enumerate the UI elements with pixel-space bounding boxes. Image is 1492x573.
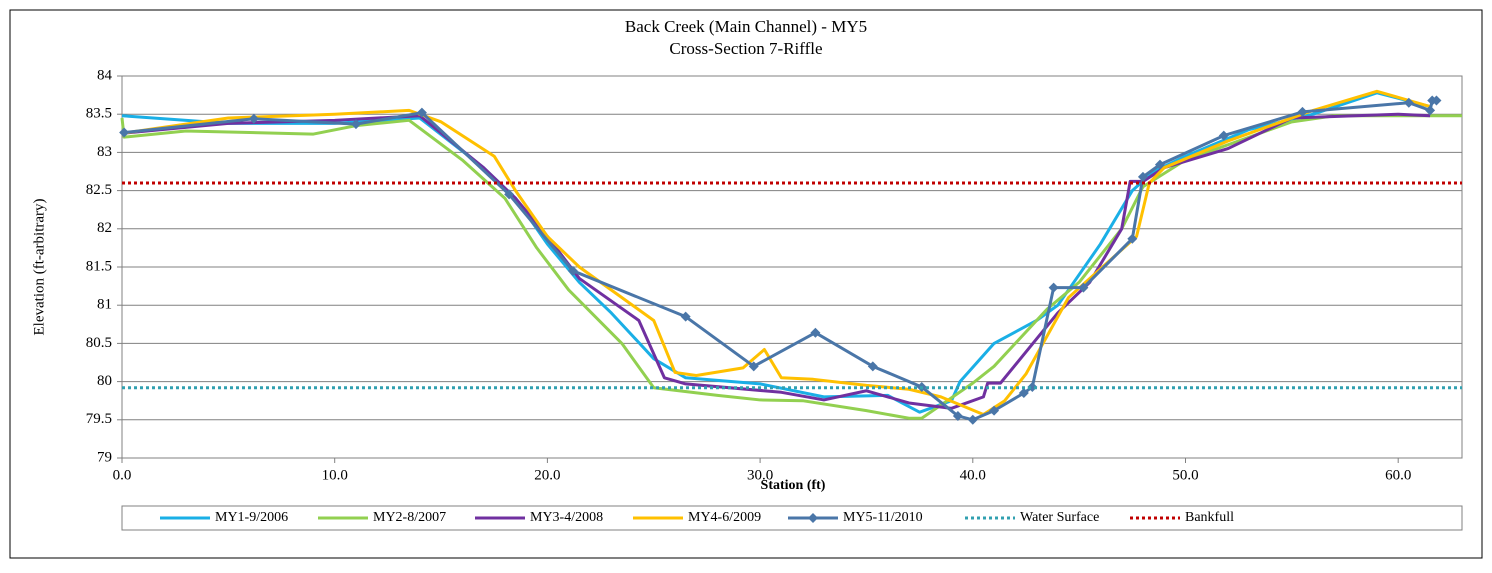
series-marker (1431, 95, 1442, 106)
y-tick-label: 84 (97, 67, 113, 83)
series-marker (1154, 159, 1165, 170)
series-marker (248, 113, 259, 124)
y-tick-label: 81.5 (86, 258, 112, 274)
y-tick-label: 82.5 (86, 182, 112, 198)
y-tick-label: 83 (97, 144, 112, 160)
x-tick-label: 20.0 (534, 467, 560, 483)
series-marker (1297, 106, 1308, 117)
chart-title: Back Creek (Main Channel) - MY5 (625, 17, 867, 36)
series-marker (416, 107, 427, 118)
series-marker (810, 327, 821, 338)
chart-subtitle: Cross-Section 7-Riffle (669, 39, 822, 58)
legend-marker (808, 513, 818, 523)
x-tick-label: 0.0 (113, 467, 132, 483)
y-tick-label: 80.5 (86, 335, 112, 351)
series-marker (1127, 233, 1138, 244)
legend-label: MY1-9/2006 (215, 510, 288, 525)
series-marker (1403, 97, 1414, 108)
series-marker (1137, 171, 1148, 182)
series-marker (967, 414, 978, 425)
series-marker (504, 189, 515, 200)
y-tick-label: 81 (97, 297, 112, 313)
y-tick-label: 83.5 (86, 106, 112, 122)
series-marker (952, 410, 963, 421)
legend-label: MY2-8/2007 (373, 510, 446, 525)
y-tick-label: 79.5 (86, 411, 112, 427)
x-axis-label: Station (ft) (761, 478, 826, 493)
x-tick-label: 60.0 (1385, 467, 1411, 483)
series-marker (1218, 130, 1229, 141)
y-tick-label: 80 (97, 373, 112, 389)
legend-label: MY3-4/2008 (530, 510, 603, 525)
chart-border (9, 9, 1483, 559)
legend-label: MY5-11/2010 (843, 510, 923, 525)
plot-area (121, 75, 1463, 459)
series-marker (1425, 105, 1436, 116)
series-marker (567, 265, 578, 276)
y-axis-label: Elevation (ft-arbitrary) (31, 198, 47, 335)
series-marker (748, 361, 759, 372)
legend-label: Water Surface (1020, 510, 1099, 525)
series-marker (867, 361, 878, 372)
x-tick-label: 40.0 (960, 467, 986, 483)
series-marker (119, 127, 130, 138)
series-marker (1018, 388, 1029, 399)
series-marker (680, 311, 691, 322)
series-marker (1078, 282, 1089, 293)
y-tick-label: 82 (97, 220, 112, 236)
series-marker (1048, 282, 1059, 293)
x-tick-label: 30.0 (747, 467, 773, 483)
series-line (120, 114, 1462, 420)
legend-label: MY4-6/2009 (688, 510, 761, 525)
series-line (121, 112, 1431, 410)
series-marker (1027, 381, 1038, 392)
series-marker (989, 405, 1000, 416)
legend-label: Bankfull (1185, 510, 1234, 525)
series-marker (350, 119, 361, 130)
y-tick-label: 79 (97, 449, 112, 465)
x-tick-label: 50.0 (1172, 467, 1198, 483)
x-tick-label: 10.0 (322, 467, 348, 483)
